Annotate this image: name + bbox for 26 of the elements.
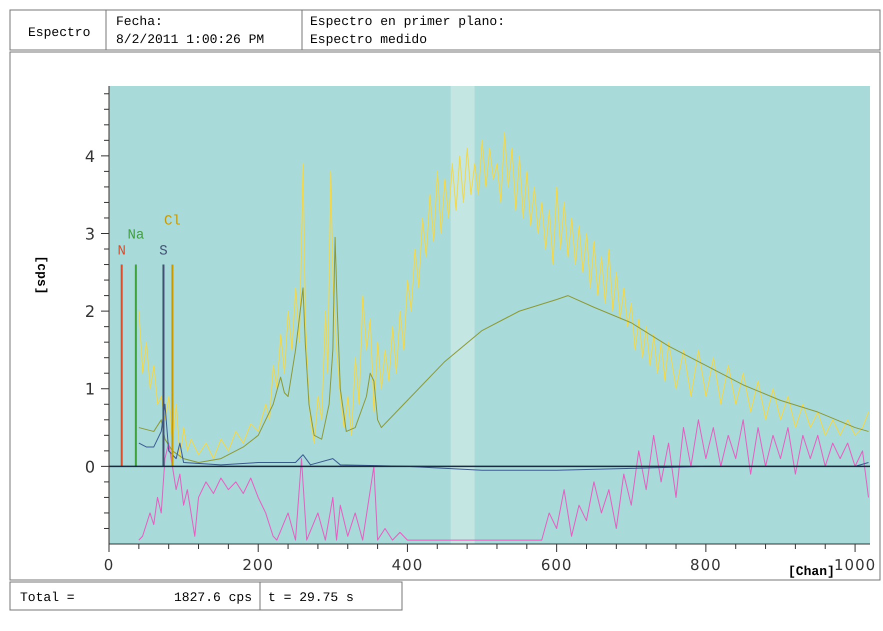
x-tick-label: 0 — [104, 556, 114, 574]
x-tick-label: 600 — [540, 556, 572, 574]
text: 8/2/2011 1:00:26 PM — [116, 32, 264, 47]
series-label: S — [159, 244, 168, 260]
series-label: N — [117, 244, 126, 260]
text: Espectro — [28, 25, 90, 40]
y-tick-label: 2 — [84, 302, 95, 322]
y-tick-label: 4 — [84, 146, 95, 166]
text: t = 29.75 s — [268, 590, 354, 605]
text: Fecha: — [116, 14, 163, 29]
x-tick-label: 1000 — [834, 556, 876, 574]
text: Espectro medido — [310, 32, 428, 47]
text: Total = — [20, 590, 75, 605]
y-tick-label: 1 — [84, 380, 95, 399]
x-axis-title: [Chan] — [788, 564, 835, 579]
text: Cl — [164, 214, 181, 230]
series-label: Na — [127, 228, 144, 244]
x-tick-label: 800 — [690, 556, 722, 574]
x-tick-label: 200 — [242, 556, 274, 574]
y-tick-label: 0 — [84, 457, 95, 476]
line-series — [138, 419, 870, 541]
y-axis-title: [cps] — [34, 255, 49, 295]
x-tick-label: 400 — [392, 556, 424, 574]
text: 1827.6 cps — [174, 590, 252, 605]
text: Espectro en primer plano: — [310, 14, 506, 29]
y-tick-label: 3 — [84, 224, 95, 244]
